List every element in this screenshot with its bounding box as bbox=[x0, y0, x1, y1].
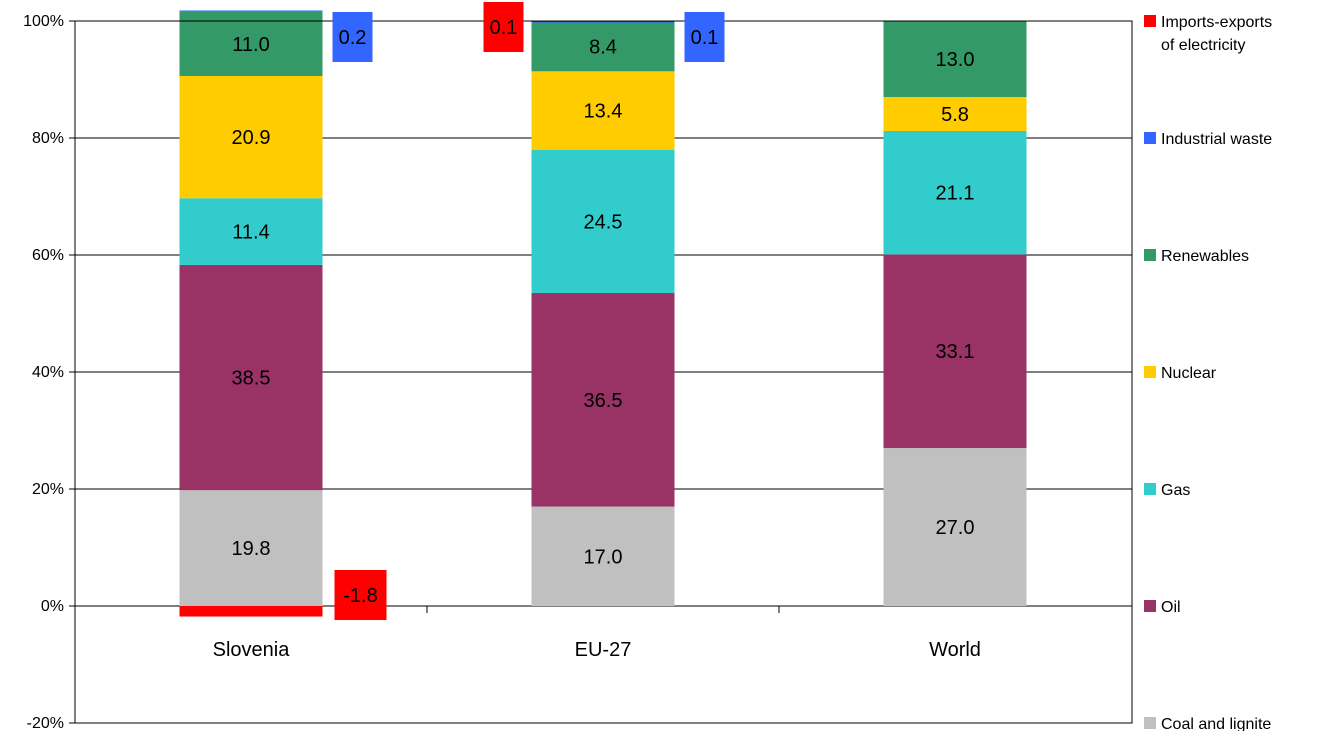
bar-world-renewables bbox=[883, 21, 1027, 98]
bar-eu-27-oil bbox=[531, 293, 675, 507]
legend-swatch-industrial-waste bbox=[1144, 132, 1156, 144]
legend-label-nuclear: Nuclear bbox=[1161, 365, 1217, 382]
legend-label-industrial-waste: Industrial waste bbox=[1161, 131, 1272, 148]
y-tick-label: 100% bbox=[23, 13, 64, 30]
data-label-eu-27-industrial-waste: 0.1 bbox=[691, 27, 719, 49]
data-label-eu-27-gas: 24.5 bbox=[584, 211, 623, 233]
legend-label-coal-and-lignite: Coal and lignite bbox=[1161, 716, 1271, 731]
data-label-world-gas: 21.1 bbox=[936, 183, 975, 205]
bars bbox=[179, 10, 1027, 617]
data-label-eu-27-coal-and-lignite: 17.0 bbox=[584, 546, 623, 568]
bar-eu-27-gas bbox=[531, 149, 675, 294]
bar-eu-27-nuclear bbox=[531, 71, 675, 150]
data-label-slovenia-nuclear: 20.9 bbox=[232, 127, 271, 149]
data-label-slovenia-gas: 11.4 bbox=[232, 222, 269, 244]
bar-slovenia-industrial-waste bbox=[179, 10, 323, 12]
data-label-eu-27-imports-exports-of-electricity: 0.1 bbox=[490, 17, 518, 39]
x-tick-label: EU-27 bbox=[575, 639, 632, 661]
x-tick-label: Slovenia bbox=[213, 639, 291, 661]
data-label-slovenia-industrial-waste: 0.2 bbox=[339, 27, 367, 49]
y-tick-label: 40% bbox=[32, 364, 64, 381]
y-tick-label: -20% bbox=[27, 715, 64, 731]
legend-swatch-coal-and-lignite bbox=[1144, 717, 1156, 729]
y-tick-label: 0% bbox=[41, 598, 64, 615]
data-label-slovenia-oil: 38.5 bbox=[232, 368, 271, 390]
data-label-world-nuclear: 5.8 bbox=[941, 104, 969, 126]
legend-label-oil: Oil bbox=[1161, 599, 1181, 616]
x-tick-label: World bbox=[929, 639, 981, 661]
legend-swatch-gas bbox=[1144, 483, 1156, 495]
data-label-world-oil: 33.1 bbox=[936, 341, 975, 363]
data-label-eu-27-oil: 36.5 bbox=[584, 390, 623, 412]
legend-label-gas: Gas bbox=[1161, 482, 1190, 499]
data-label-slovenia-imports-exports-of-electricity: -1.8 bbox=[343, 585, 377, 607]
data-label-slovenia-renewables: 11.0 bbox=[232, 34, 269, 56]
y-tick-label: 20% bbox=[32, 481, 64, 498]
bar-slovenia-coal-and-lignite bbox=[179, 490, 323, 606]
legend: Imports-exports of electricity Industrial … bbox=[1144, 14, 1272, 731]
bar-eu-27-coal-and-lignite bbox=[531, 506, 675, 606]
data-label-slovenia-imports-exports-of-electricity-box bbox=[334, 570, 387, 620]
bar-world-nuclear bbox=[883, 97, 1027, 131]
bar-slovenia-nuclear bbox=[179, 75, 323, 199]
bar-eu-27-renewables bbox=[531, 22, 675, 72]
bar-slovenia-renewables bbox=[179, 11, 323, 76]
data-labels: 19.8 38.5 11.4 20.9 11.0 0.2 -1.8 17.0 36.5 24.5 1… bbox=[232, 2, 975, 620]
data-label-slovenia-coal-and-lignite: 19.8 bbox=[232, 538, 271, 560]
bar-world-oil bbox=[883, 254, 1027, 449]
y-tick-label: 80% bbox=[32, 130, 64, 147]
data-label-world-coal-and-lignite: 27.0 bbox=[936, 517, 975, 539]
legend-swatch-imports-exports-of-electricity bbox=[1144, 15, 1156, 27]
legend-swatch-renewables bbox=[1144, 249, 1156, 261]
bar-slovenia-imports-exports-of-electricity bbox=[179, 606, 323, 617]
y-tick-label: 60% bbox=[32, 247, 64, 264]
legend-label-imports-exports-of-electricity: Imports-exports of electricity bbox=[1161, 14, 1272, 54]
bar-slovenia-oil bbox=[179, 264, 323, 491]
legend-swatch-nuclear bbox=[1144, 366, 1156, 378]
bar-slovenia-gas bbox=[179, 198, 323, 265]
data-label-eu-27-industrial-waste-box bbox=[684, 12, 725, 62]
data-label-eu-27-imports-exports-of-electricity-box bbox=[483, 2, 524, 52]
data-label-world-renewables: 13.0 bbox=[936, 49, 975, 71]
plot-area-border bbox=[74, 20, 1133, 724]
legend-label-renewables: Renewables bbox=[1161, 248, 1249, 265]
data-label-slovenia-industrial-waste-box bbox=[332, 12, 373, 62]
axes: -20% 0% 20% 40% 60% 80% 100% Slovenia EU-27 World bbox=[23, 13, 1133, 731]
legend-swatch-oil bbox=[1144, 600, 1156, 612]
data-label-eu-27-renewables: 8.4 bbox=[589, 37, 617, 59]
bar-world-gas bbox=[883, 130, 1027, 255]
bar-eu-27-industrial-waste bbox=[531, 21, 675, 23]
bar-world-coal-and-lignite bbox=[883, 448, 1027, 606]
data-label-eu-27-nuclear: 13.4 bbox=[584, 101, 623, 123]
